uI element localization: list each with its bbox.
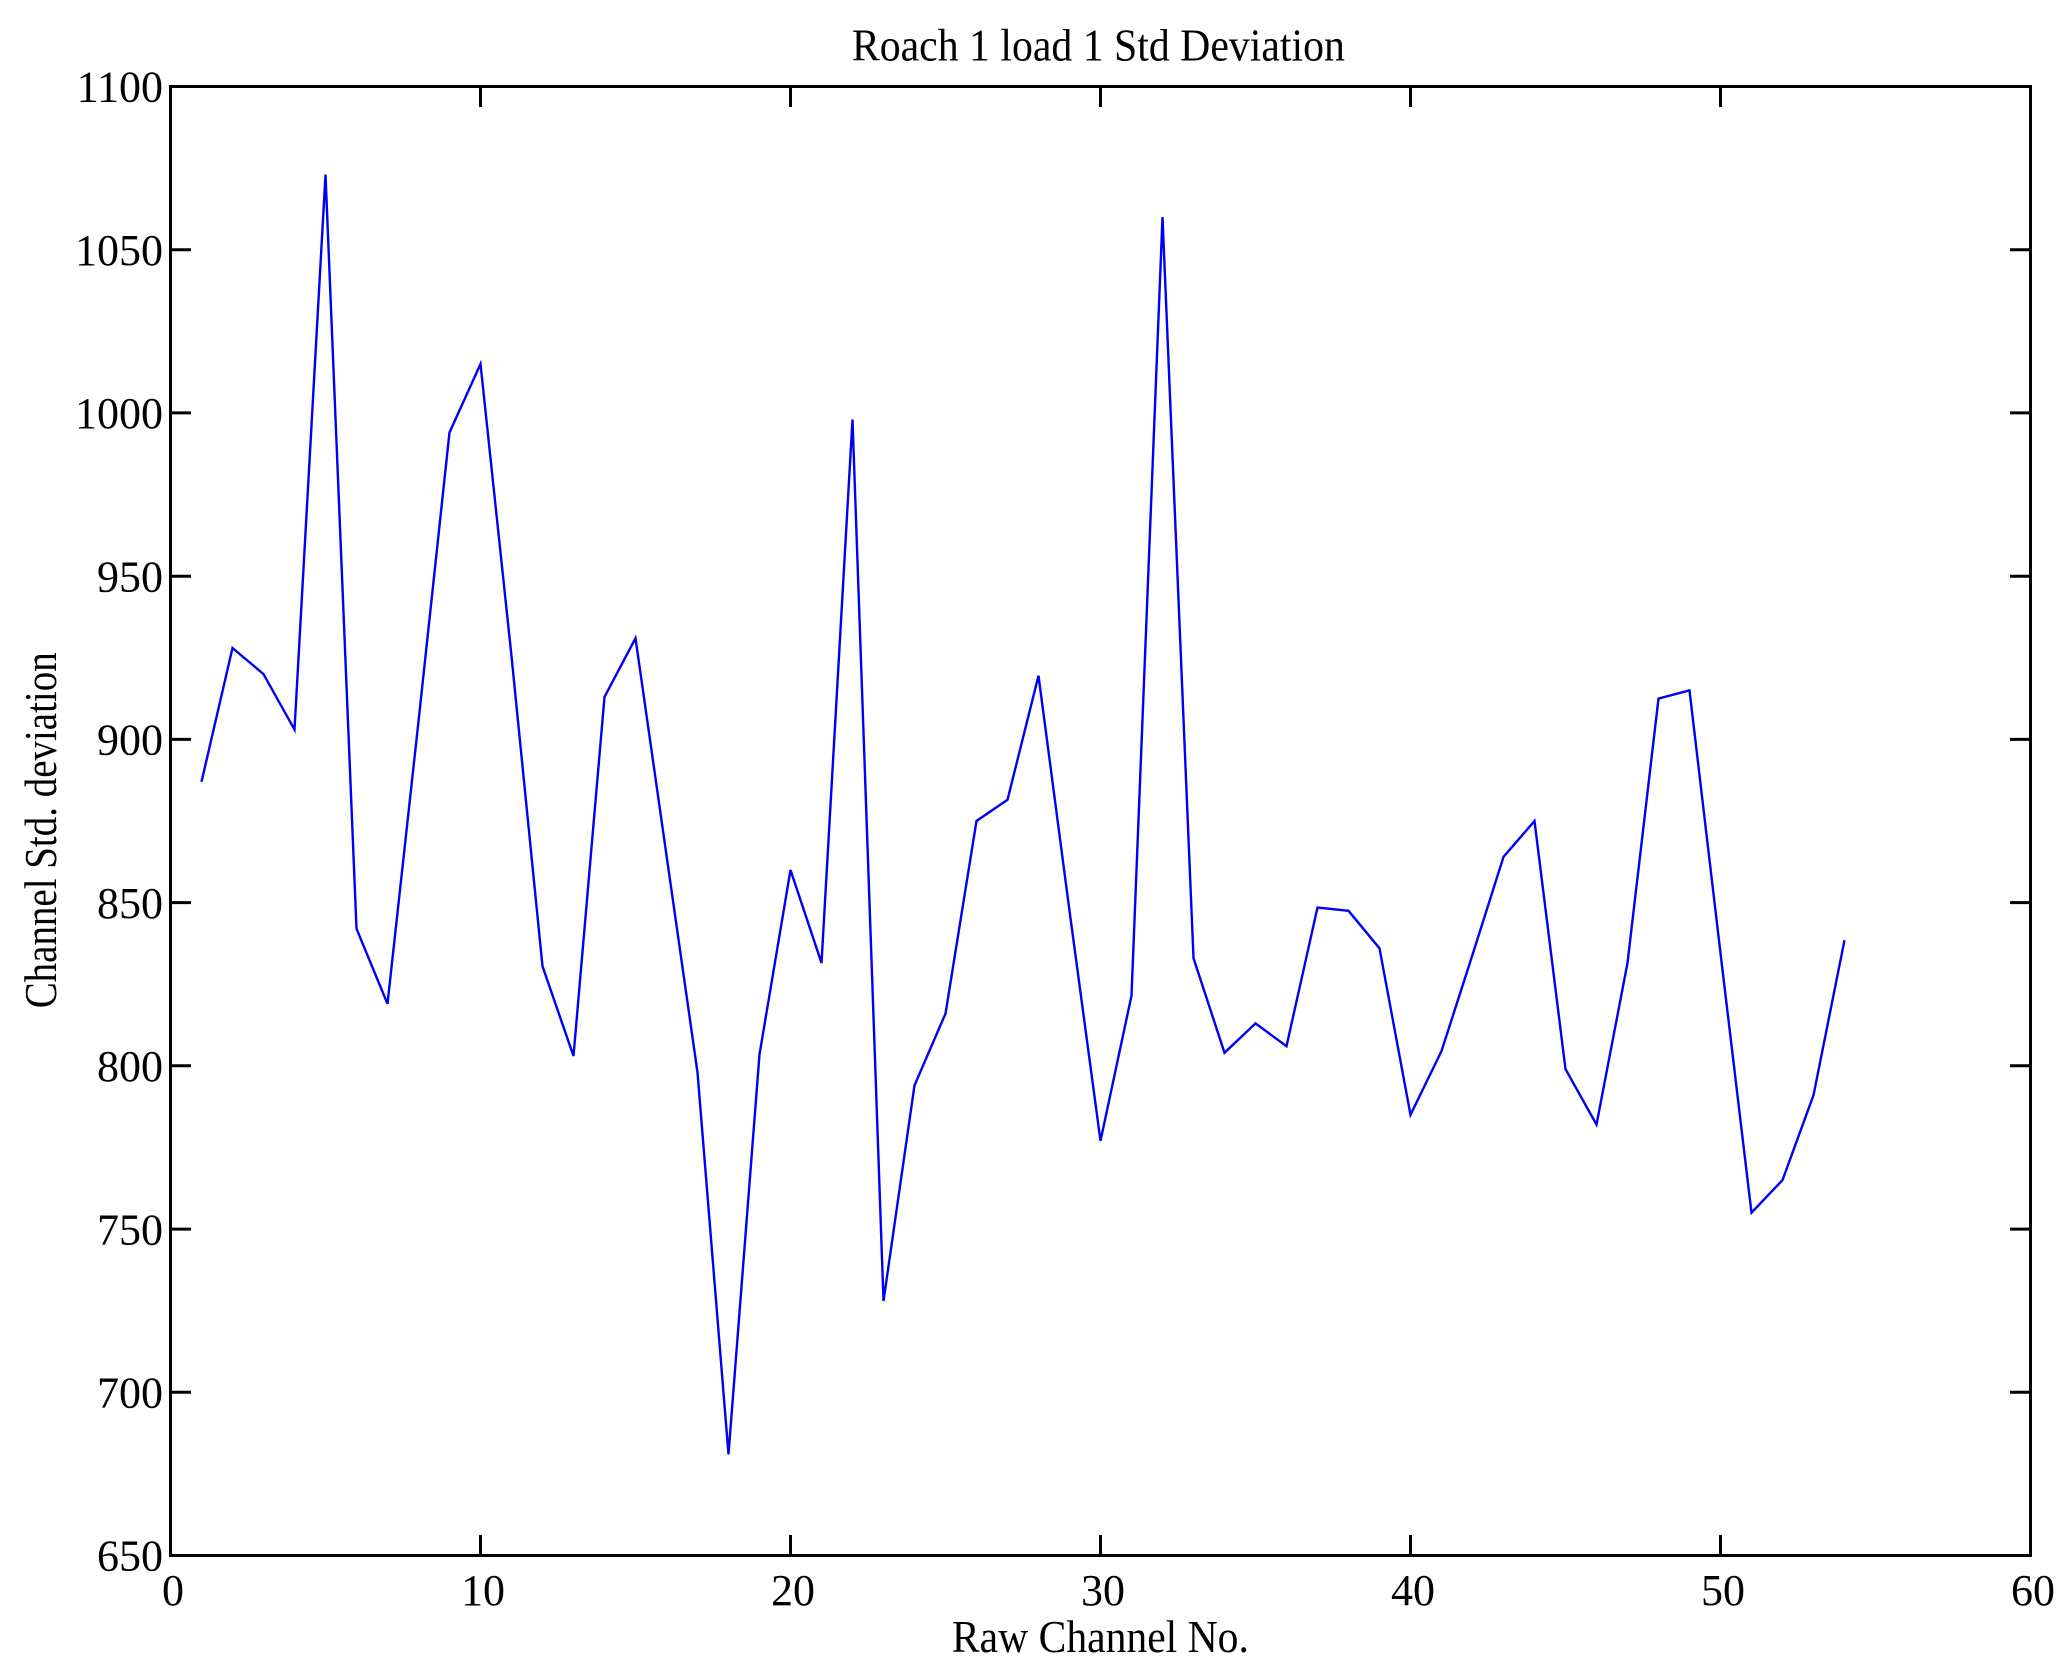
svg-text:650: 650 <box>97 1532 163 1581</box>
svg-text:950: 950 <box>97 552 163 601</box>
svg-text:40: 40 <box>1391 1566 1435 1615</box>
svg-text:10: 10 <box>461 1566 505 1615</box>
svg-text:0: 0 <box>162 1566 184 1615</box>
svg-text:750: 750 <box>97 1205 163 1254</box>
svg-text:700: 700 <box>97 1369 163 1418</box>
svg-text:1000: 1000 <box>75 389 163 438</box>
svg-text:Raw Channel No.: Raw Channel No. <box>952 1611 1249 1662</box>
svg-text:20: 20 <box>771 1566 815 1615</box>
svg-text:Channel Std. deviation: Channel Std. deviation <box>15 652 66 1008</box>
svg-text:Roach 1 load 1 Std Deviation: Roach 1 load 1 Std Deviation <box>852 20 1345 71</box>
svg-text:900: 900 <box>97 716 163 765</box>
svg-text:800: 800 <box>97 1042 163 1091</box>
svg-text:850: 850 <box>97 879 163 928</box>
svg-text:1100: 1100 <box>77 63 163 112</box>
svg-text:60: 60 <box>2011 1566 2055 1615</box>
svg-text:50: 50 <box>1701 1566 1745 1615</box>
svg-text:30: 30 <box>1081 1566 1125 1615</box>
svg-text:1050: 1050 <box>75 226 163 275</box>
